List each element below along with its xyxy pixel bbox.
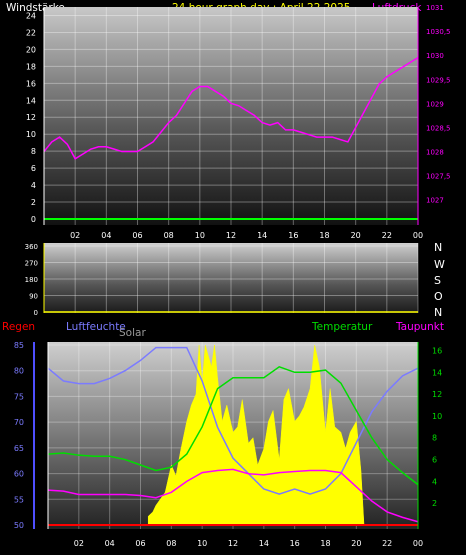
hour-tick: 14 — [259, 539, 269, 548]
wind-tick: 20 — [26, 45, 36, 54]
pressure-tick: 1030,5 — [426, 28, 451, 36]
hour-tick: 12 — [228, 539, 238, 548]
hour-tick: 02 — [74, 539, 84, 548]
wind-tick: 6 — [31, 164, 36, 173]
humidity-tick: 75 — [14, 392, 24, 401]
temperature-tick: 10 — [432, 412, 442, 421]
temperature-tick: 16 — [432, 346, 442, 355]
wind-tick: 14 — [26, 96, 36, 105]
compass-o: O — [434, 290, 443, 303]
temperature-tick: 2 — [432, 499, 437, 508]
hour-tick: 20 — [351, 231, 361, 240]
hour-tick: 18 — [320, 539, 330, 548]
hour-tick: 08 — [166, 539, 176, 548]
wind-tick: 12 — [26, 113, 36, 122]
pressure-tick-labels: 1027 1027,5 1028 1028,5 1029 1029,5 1030 1030,5… — [426, 4, 451, 205]
temperature-tick: 12 — [432, 390, 442, 399]
hour-tick-labels: 02 04 06 08 10 12 14 16 18 20 22 00 — [70, 231, 423, 240]
humidity-tick: 55 — [14, 495, 24, 504]
direction-panel-background — [44, 243, 418, 313]
humidity-line — [47, 346, 419, 495]
top-panel-grid — [44, 7, 419, 225]
compass-n-bottom: N — [434, 306, 442, 319]
wind-tick: 8 — [31, 147, 36, 156]
direction-tick: 360 — [25, 243, 38, 251]
hour-tick: 22 — [382, 539, 392, 548]
compass-n-top: N — [434, 241, 442, 254]
humidity-tick: 70 — [14, 418, 24, 427]
wind-tick: 24 — [26, 11, 36, 20]
hour-tick: 06 — [132, 231, 142, 240]
humidity-tick-labels: 50 55 60 65 70 75 80 85 — [14, 341, 24, 530]
compass-labels: N W S O N — [434, 241, 445, 319]
dewpoint-line — [47, 468, 419, 523]
pressure-tick: 1031 — [426, 4, 444, 12]
hour-tick: 18 — [319, 231, 329, 240]
wind-tick: 4 — [31, 181, 36, 190]
wind-tick: 22 — [26, 28, 36, 37]
dewpoint-label: Taupunkt — [395, 321, 444, 333]
direction-tick-labels: 0 90 180 270 360 — [25, 243, 38, 317]
rain-label: Regen — [2, 321, 35, 333]
hour-tick: 12 — [226, 231, 236, 240]
pressure-tick: 1027,5 — [426, 173, 451, 181]
hour-tick: 04 — [105, 539, 115, 548]
solar-label: Solar — [119, 327, 146, 339]
wind-tick: 2 — [31, 198, 36, 207]
temperature-line — [47, 365, 419, 486]
pressure-line — [43, 56, 419, 160]
hour-tick: 00 — [413, 231, 423, 240]
wind-tick: 10 — [26, 130, 36, 139]
hour-tick: 08 — [164, 231, 174, 240]
direction-tick: 270 — [25, 260, 38, 268]
direction-tick: 180 — [25, 276, 38, 284]
humidity-tick: 50 — [14, 521, 24, 530]
hour-tick: 16 — [290, 539, 300, 548]
temperature-tick: 14 — [432, 368, 442, 377]
direction-tick: 90 — [29, 293, 38, 301]
humidity-label: Luftfeuchte — [66, 321, 126, 333]
hour-tick: 10 — [197, 539, 207, 548]
compass-s: S — [434, 274, 441, 287]
pressure-tick: 1028,5 — [426, 124, 451, 132]
pressure-tick: 1029 — [426, 100, 444, 108]
hour-tick: 22 — [382, 231, 392, 240]
temperature-label: Temperatur — [311, 321, 373, 333]
humidity-tick: 60 — [14, 470, 24, 479]
temperature-tick: 8 — [432, 434, 437, 443]
hour-tick: 10 — [195, 231, 205, 240]
compass-w: W — [434, 258, 445, 271]
temperature-tick: 6 — [432, 456, 437, 465]
wind-tick: 0 — [31, 215, 36, 224]
hour-tick: 16 — [288, 231, 298, 240]
wind-tick: 16 — [26, 79, 36, 88]
hour-tick: 02 — [70, 231, 80, 240]
wind-tick: 18 — [26, 62, 36, 71]
hour-tick: 04 — [101, 231, 111, 240]
top-panel-background — [44, 7, 418, 225]
pressure-tick: 1028 — [426, 149, 444, 157]
hour-tick: 20 — [351, 539, 361, 548]
pressure-tick: 1029,5 — [426, 76, 451, 84]
pressure-tick: 1030 — [426, 52, 444, 60]
pressure-tick: 1027 — [426, 197, 444, 205]
temperature-tick: 4 — [432, 477, 437, 486]
solar-area — [147, 344, 365, 526]
temperature-tick-labels: 2 4 6 8 10 12 14 16 — [432, 346, 442, 508]
direction-tick: 0 — [34, 309, 38, 317]
humidity-tick: 85 — [14, 341, 24, 350]
humidity-tick: 65 — [14, 444, 24, 453]
hour-tick: 06 — [135, 539, 145, 548]
humidity-tick: 80 — [14, 367, 24, 376]
hour-tick: 14 — [257, 231, 267, 240]
bottom-hour-tick-labels: 02 04 06 08 10 12 14 16 18 20 22 00 — [74, 539, 423, 548]
hour-tick: 00 — [413, 539, 423, 548]
